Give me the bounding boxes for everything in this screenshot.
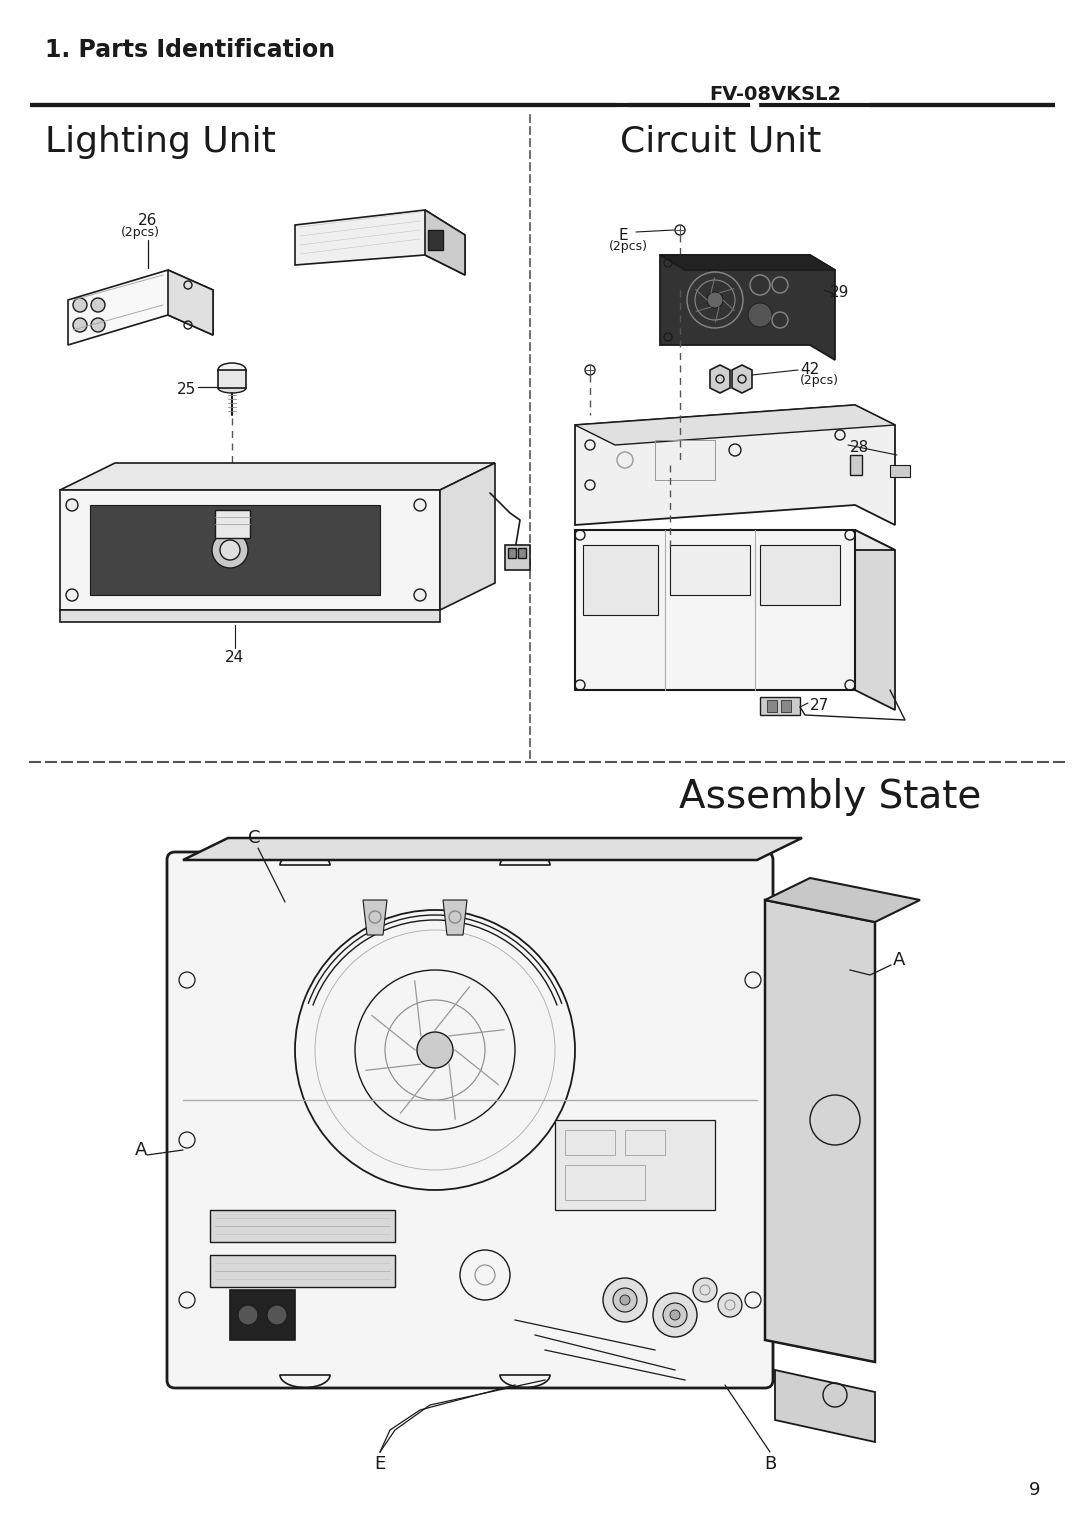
Circle shape — [238, 1306, 258, 1325]
Circle shape — [73, 298, 87, 312]
Bar — [215, 510, 249, 538]
Polygon shape — [710, 365, 730, 392]
Polygon shape — [575, 405, 895, 525]
Text: 28: 28 — [850, 440, 869, 455]
Polygon shape — [60, 609, 440, 621]
Bar — [625, 1130, 665, 1154]
Text: E: E — [618, 228, 627, 243]
Text: 26: 26 — [138, 212, 158, 228]
Polygon shape — [575, 530, 895, 550]
Polygon shape — [575, 530, 855, 690]
Circle shape — [663, 1303, 687, 1327]
Text: 25: 25 — [177, 382, 195, 397]
Circle shape — [91, 298, 105, 312]
Polygon shape — [168, 270, 213, 334]
Text: 27: 27 — [810, 698, 829, 713]
Polygon shape — [732, 365, 752, 392]
Bar — [850, 455, 862, 475]
Circle shape — [748, 302, 772, 327]
Polygon shape — [60, 463, 495, 490]
Text: Circuit Unit: Circuit Unit — [620, 125, 822, 159]
Bar — [670, 545, 750, 596]
Circle shape — [707, 292, 723, 308]
Polygon shape — [575, 405, 895, 444]
Bar — [781, 699, 791, 712]
Polygon shape — [440, 463, 495, 609]
Polygon shape — [60, 490, 440, 609]
Bar — [890, 466, 910, 476]
Circle shape — [718, 1293, 742, 1316]
Ellipse shape — [218, 383, 246, 392]
Circle shape — [414, 499, 426, 512]
Polygon shape — [775, 1370, 875, 1441]
Polygon shape — [210, 1209, 395, 1241]
Text: E: E — [375, 1455, 386, 1474]
Text: 1. Parts Identification: 1. Parts Identification — [45, 38, 335, 63]
Polygon shape — [210, 1255, 395, 1287]
Bar — [565, 1165, 645, 1200]
Bar — [555, 1119, 715, 1209]
Polygon shape — [660, 255, 835, 360]
Bar — [760, 696, 800, 715]
Polygon shape — [765, 878, 920, 922]
Text: (2pcs): (2pcs) — [121, 226, 160, 240]
Polygon shape — [183, 838, 802, 860]
Bar — [565, 1130, 615, 1154]
Text: 29: 29 — [831, 286, 849, 299]
Text: (2pcs): (2pcs) — [800, 374, 839, 386]
Text: Assembly State: Assembly State — [679, 777, 982, 815]
Circle shape — [603, 1278, 647, 1322]
Text: Lighting Unit: Lighting Unit — [45, 125, 275, 159]
Text: 9: 9 — [1029, 1481, 1041, 1500]
Text: 24: 24 — [226, 651, 245, 664]
Polygon shape — [426, 211, 465, 275]
Circle shape — [220, 541, 240, 560]
Polygon shape — [505, 545, 530, 570]
Circle shape — [91, 318, 105, 331]
Polygon shape — [855, 530, 895, 710]
Text: (2pcs): (2pcs) — [609, 240, 648, 253]
Polygon shape — [68, 270, 213, 345]
Bar — [583, 545, 658, 615]
Circle shape — [267, 1306, 287, 1325]
Circle shape — [73, 318, 87, 331]
Circle shape — [417, 1032, 453, 1067]
FancyBboxPatch shape — [167, 852, 773, 1388]
Circle shape — [693, 1278, 717, 1303]
Bar — [760, 545, 840, 605]
Bar — [518, 548, 526, 557]
Bar — [508, 548, 516, 557]
Polygon shape — [660, 255, 835, 270]
Bar — [428, 231, 443, 250]
Text: FV-08VKSL2: FV-08VKSL2 — [708, 86, 841, 104]
Bar — [230, 1290, 295, 1341]
Polygon shape — [443, 899, 467, 935]
Polygon shape — [295, 211, 465, 275]
Text: A: A — [135, 1141, 147, 1159]
Circle shape — [66, 589, 78, 602]
Circle shape — [670, 1310, 680, 1319]
Text: 42: 42 — [800, 362, 820, 377]
Circle shape — [613, 1287, 637, 1312]
Polygon shape — [363, 899, 387, 935]
Polygon shape — [218, 370, 246, 388]
Bar — [767, 699, 777, 712]
Text: A: A — [893, 951, 905, 970]
Circle shape — [66, 499, 78, 512]
Text: C: C — [248, 829, 260, 847]
Polygon shape — [765, 899, 875, 1362]
Circle shape — [414, 589, 426, 602]
Circle shape — [620, 1295, 630, 1306]
Bar — [654, 440, 715, 479]
Circle shape — [212, 531, 248, 568]
Text: B: B — [764, 1455, 777, 1474]
Ellipse shape — [218, 363, 246, 377]
Circle shape — [653, 1293, 697, 1338]
Polygon shape — [90, 505, 380, 596]
